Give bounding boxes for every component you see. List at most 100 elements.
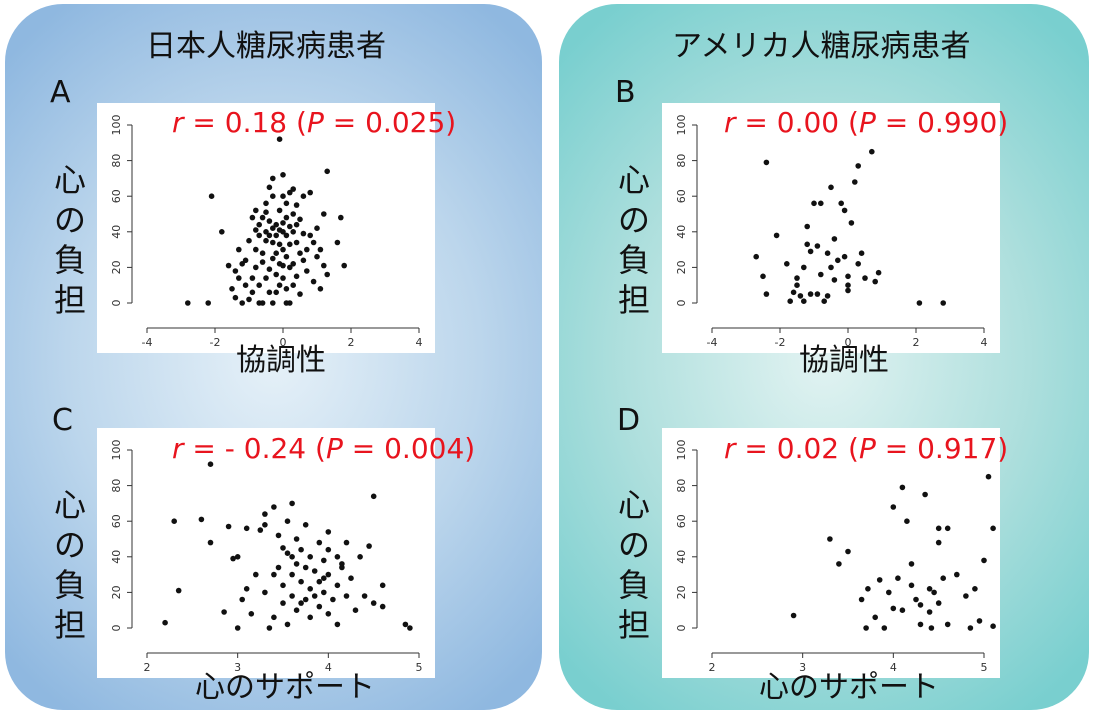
- scatter-point: [402, 621, 409, 628]
- scatter-point: [273, 289, 279, 296]
- x-tick-label: -2: [775, 336, 786, 349]
- scatter-point: [270, 255, 276, 262]
- scatter-point: [280, 545, 286, 551]
- scatter-point: [271, 571, 277, 578]
- scatter-point: [185, 300, 191, 306]
- scatter-point: [869, 148, 875, 155]
- scatter-point: [302, 522, 309, 528]
- scatter-point: [300, 230, 307, 237]
- scatter-point: [940, 300, 946, 306]
- scatter-point: [175, 587, 182, 594]
- scatter-plot-d: 0 20 40 60 80 100 2 3 4 5: [662, 428, 1000, 678]
- scatter-point: [232, 268, 239, 274]
- scatter-point: [266, 184, 273, 191]
- scatter-point: [287, 264, 293, 271]
- scatter-point: [797, 293, 804, 299]
- scatter-point: [249, 289, 256, 296]
- y-tick-label: 80: [675, 154, 688, 168]
- scatter-point: [280, 262, 286, 269]
- scatter-point: [807, 291, 814, 297]
- scatter-point: [330, 596, 336, 603]
- scatter-point: [298, 600, 304, 606]
- scatter-plot-b: 0 20 40 60 80 100 -4 -2 0 2 4: [662, 103, 1000, 353]
- scatter-point: [875, 269, 882, 276]
- scatter-point: [243, 525, 250, 532]
- scatter-point: [895, 575, 901, 581]
- scatter-point: [263, 237, 269, 244]
- scatter-point: [317, 286, 324, 292]
- scatter-point: [234, 554, 241, 560]
- scatter-point: [818, 271, 824, 278]
- scatter-point: [325, 571, 332, 578]
- scatter-point: [917, 621, 924, 628]
- scatter-point: [249, 214, 256, 221]
- y-tick-label: 60: [675, 189, 688, 203]
- y-tick-label: 100: [675, 115, 688, 136]
- scatter-point: [208, 193, 215, 199]
- scatter-point: [858, 596, 865, 603]
- scatter-point: [990, 623, 996, 629]
- scatter-point: [290, 186, 296, 192]
- scatter-point: [804, 223, 810, 230]
- scatter-point: [236, 246, 242, 253]
- scatter-point: [271, 504, 277, 510]
- scatter-point: [926, 609, 933, 615]
- scatter-point: [221, 609, 227, 615]
- stat-label-b: r = 0.00 (P = 0.990): [724, 106, 1009, 139]
- scatter-point: [232, 294, 239, 301]
- scatter-point: [886, 589, 892, 596]
- scatter-point: [334, 582, 341, 589]
- scatter-point: [801, 298, 807, 304]
- scatter-point: [314, 253, 320, 260]
- panel-title-japanese: 日本人糖尿病患者: [146, 29, 386, 64]
- y-tick-label: 40: [110, 550, 123, 564]
- x-tick-label: 5: [416, 661, 423, 674]
- scatter-point: [922, 491, 928, 498]
- scatter-plot-c: 0 20 40 60 80 100 2 3 4 5: [97, 428, 435, 678]
- scatter-point: [316, 603, 323, 610]
- x-tick-label: 4: [416, 336, 423, 349]
- scatter-point: [935, 539, 942, 546]
- x-tick-label: 5: [981, 661, 988, 674]
- scatter-point: [407, 625, 413, 631]
- stat-label-a: r = 0.18 (P = 0.025): [172, 106, 457, 139]
- scatter-point: [280, 229, 286, 235]
- scatter-point: [926, 586, 933, 592]
- scatter-point: [256, 282, 262, 288]
- scatter-point: [273, 221, 279, 228]
- scatter-point: [321, 557, 327, 564]
- scatter-point: [297, 250, 303, 256]
- scatter-point: [343, 593, 350, 599]
- scatter-point: [935, 600, 942, 606]
- scatter-point: [753, 253, 759, 260]
- scatter-point: [890, 605, 897, 612]
- y-tick-label: 20: [675, 585, 688, 599]
- scatter-point: [845, 287, 851, 294]
- scatter-point: [225, 262, 232, 269]
- scatter-point: [287, 223, 293, 230]
- x-tick-label: -4: [707, 336, 718, 349]
- x-tick-label: -4: [142, 336, 153, 349]
- scatter-point: [824, 293, 831, 299]
- scatter-point: [283, 200, 290, 207]
- scatter-point: [324, 168, 330, 175]
- scatter-point: [801, 264, 807, 271]
- scatter-point: [283, 286, 290, 292]
- y-tick-label: 40: [675, 550, 688, 564]
- scatter-point: [814, 243, 821, 249]
- scatter-point: [821, 298, 827, 304]
- scatter-point: [293, 273, 300, 280]
- scatter-point: [253, 246, 259, 253]
- scatter-point: [249, 275, 256, 281]
- scatter-point: [307, 189, 313, 196]
- scatter-point: [863, 625, 869, 631]
- scatter-point: [162, 619, 168, 626]
- x-tick-label: 4: [890, 661, 897, 674]
- scatter-point: [848, 220, 855, 226]
- y-tick-label: 60: [675, 514, 688, 528]
- scatter-point: [280, 193, 286, 199]
- scatter-point: [343, 539, 350, 546]
- scatter-point: [876, 577, 883, 583]
- scatter-point: [280, 246, 286, 253]
- xlabel-d: 心のサポート: [759, 670, 939, 705]
